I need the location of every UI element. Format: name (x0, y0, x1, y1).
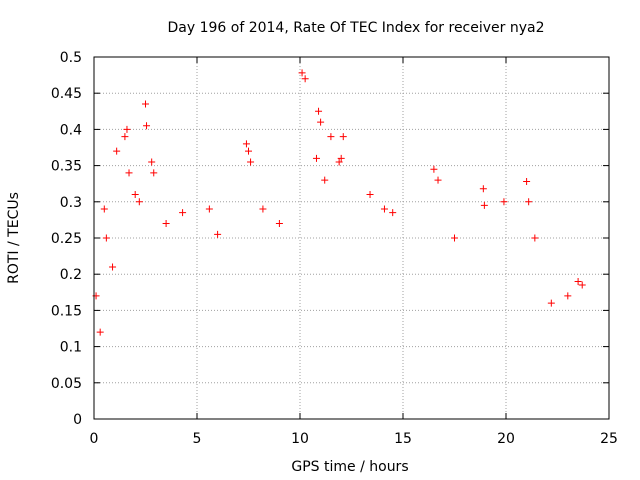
y-tick-label: 0.2 (60, 267, 82, 283)
data-point (366, 191, 374, 199)
y-tick-label: 0.45 (51, 86, 82, 102)
data-point (337, 154, 345, 162)
y-tick-label: 0.15 (51, 303, 82, 319)
y-tick-label: 0.05 (51, 376, 82, 392)
data-point (327, 133, 335, 141)
data-point (380, 205, 388, 213)
x-tick-label: 20 (497, 431, 515, 447)
y-tick-label: 0.4 (60, 122, 82, 138)
data-point (312, 154, 320, 162)
chart-title: Day 196 of 2014, Rate Of TEC Index for r… (167, 20, 544, 36)
data-point (523, 178, 531, 186)
x-tick-label: 25 (600, 431, 618, 447)
data-point (131, 191, 139, 199)
data-point (259, 205, 267, 213)
data-point (479, 185, 487, 193)
data-point (451, 234, 458, 242)
data-point (100, 205, 108, 213)
data-point (298, 69, 306, 77)
data-point (109, 263, 117, 271)
data-point (317, 118, 325, 126)
y-tick-label: 0.25 (51, 231, 82, 247)
y-axis-label: ROTI / TECUs (6, 192, 22, 284)
data-point (247, 158, 255, 166)
data-point (242, 140, 250, 148)
data-point (315, 107, 323, 115)
points-layer (92, 69, 586, 336)
data-point (205, 205, 213, 213)
y-tick-label: 0.3 (60, 195, 82, 211)
data-point (480, 201, 488, 209)
data-point (339, 133, 347, 141)
data-point (301, 75, 309, 83)
data-point (162, 220, 170, 228)
grid-layer (94, 57, 609, 419)
data-point (434, 176, 442, 184)
data-point (564, 292, 572, 300)
x-tick-label: 0 (90, 431, 99, 447)
data-point (150, 169, 158, 177)
data-point (96, 328, 104, 336)
x-tick-label: 5 (193, 431, 202, 447)
y-tick-label: 0.5 (60, 50, 82, 66)
data-point (142, 100, 149, 108)
y-tick-label: 0.1 (60, 340, 82, 356)
data-point (574, 277, 582, 285)
data-point (125, 169, 133, 177)
data-point (525, 198, 533, 206)
ticks-layer: 0 0.05 0.1 0.15 0.2 0.25 0.3 0.35 0.4 0.45 0.5 0 5 10… (51, 50, 618, 447)
data-point (102, 234, 110, 242)
data-point (148, 158, 156, 166)
x-tick-label: 15 (394, 431, 412, 447)
data-point (531, 234, 539, 242)
data-point (321, 176, 329, 184)
data-point (143, 122, 151, 130)
data-point (335, 158, 343, 166)
data-point (135, 198, 143, 206)
data-point (121, 133, 129, 141)
data-point (547, 299, 555, 307)
data-point (389, 209, 397, 217)
data-point (113, 147, 121, 155)
y-tick-label: 0.35 (51, 159, 82, 175)
x-axis-label: GPS time / hours (291, 459, 408, 475)
data-point (123, 125, 131, 133)
data-point (245, 147, 252, 155)
data-point (578, 281, 586, 289)
data-point (500, 198, 508, 206)
data-point (214, 230, 222, 238)
data-point (430, 165, 438, 173)
x-tick-label: 10 (291, 431, 309, 447)
data-point (275, 220, 283, 228)
data-point (179, 209, 187, 217)
y-tick-label: 0 (73, 412, 82, 428)
